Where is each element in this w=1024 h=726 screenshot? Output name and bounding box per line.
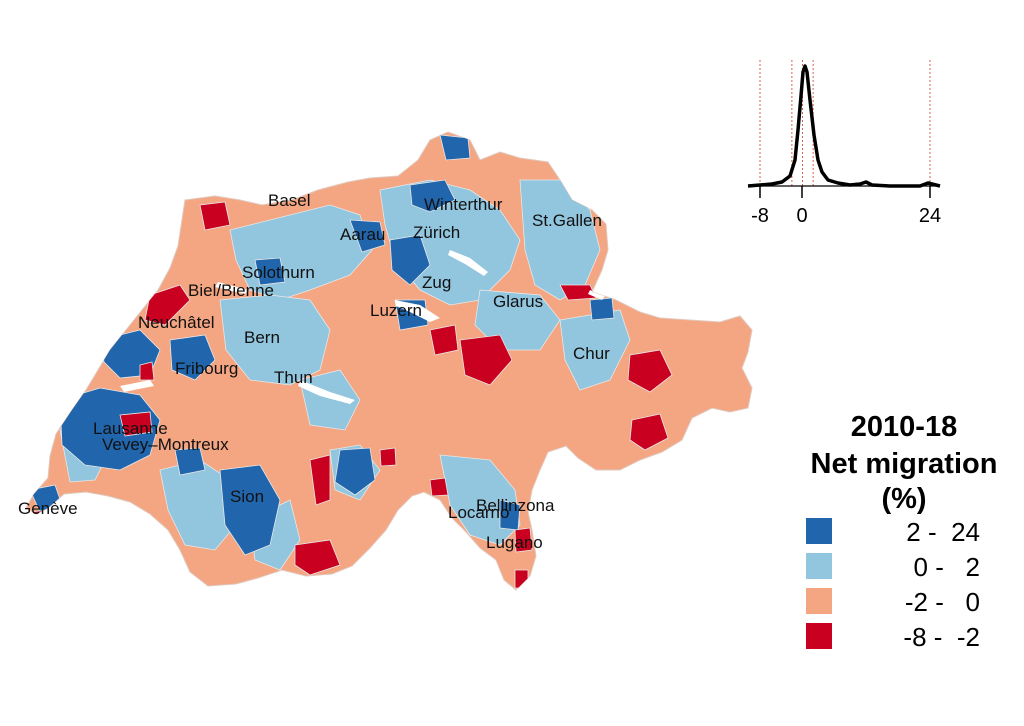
- legend-title-unit: (%): [881, 483, 926, 515]
- lakes: [120, 250, 605, 404]
- city-label-fribourg: Fribourg: [175, 359, 238, 378]
- city-label-st-gallen: St.Gallen: [532, 211, 602, 230]
- tick-label-zero: 0: [796, 205, 807, 227]
- city-label-bern: Bern: [244, 328, 280, 347]
- legend-swatch-low: [806, 623, 832, 649]
- switzerland-map: [25, 131, 753, 591]
- legend-label-mid-low: -2 - 0: [905, 587, 980, 617]
- city-labels: Basel Winterthur St.Gallen Aarau Zürich …: [18, 191, 610, 552]
- legend-title-variable: Net migration: [811, 448, 998, 480]
- city-label-winterthur: Winterthur: [424, 195, 503, 214]
- legend-swatch-high: [806, 518, 832, 544]
- density-reference-lines: [759, 60, 931, 186]
- legend-label-mid-high: 0 - 2: [914, 552, 980, 582]
- city-label-glarus: Glarus: [493, 292, 543, 311]
- city-label-neuchatel: Neuchâtel: [138, 313, 215, 332]
- legend-title-period: 2010-18: [851, 411, 957, 443]
- city-label-geneve: Genève: [18, 499, 78, 518]
- city-label-aarau: Aarau: [340, 225, 385, 244]
- legend: 2010-18 Net migration (%) 2 - 24 0 - 2 -…: [806, 411, 997, 652]
- city-label-bellinzona: Bellinzona: [476, 496, 555, 515]
- city-label-sion: Sion: [230, 487, 264, 506]
- city-label-locarno: Locarno: [448, 503, 509, 522]
- tick-label-max: 24: [919, 205, 941, 227]
- city-label-thun: Thun: [274, 368, 313, 387]
- legend-label-high: 2 - 24: [906, 517, 980, 547]
- city-label-zurich: Zürich: [413, 223, 460, 242]
- density-ticks: [759, 186, 931, 198]
- density-curve: [747, 64, 941, 188]
- city-label-biel-bienne: Biel/Bienne: [188, 281, 274, 300]
- city-label-solothurn: Solothurn: [242, 263, 315, 282]
- city-label-chur: Chur: [573, 344, 610, 363]
- tick-label-min: -8: [751, 205, 769, 227]
- density-inset: -8 0 24: [747, 60, 941, 227]
- city-label-vevey-montreux: Vevey–Montreux: [102, 435, 229, 454]
- city-label-luzern: Luzern: [370, 301, 422, 320]
- city-label-basel: Basel: [268, 191, 311, 210]
- legend-swatch-mid-low: [806, 588, 832, 614]
- city-label-zug: Zug: [422, 273, 451, 292]
- legend-label-low: -8 - -2: [903, 622, 980, 652]
- zones-red: [29, 201, 673, 589]
- city-label-lausanne: Lausanne: [93, 419, 168, 438]
- legend-swatch-mid-high: [806, 553, 832, 579]
- city-label-lugano: Lugano: [486, 533, 543, 552]
